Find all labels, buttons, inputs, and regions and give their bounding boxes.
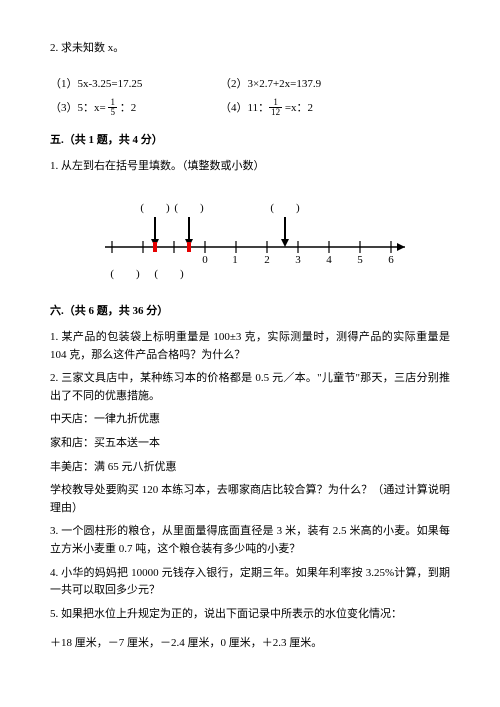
q2-title: 2. 求未知数 x。 [50, 40, 450, 58]
section5-q1: 1. 从左到右在括号里填数。（填整数或小数） [50, 158, 450, 176]
eq3-post: ：2 [117, 102, 136, 114]
section6-q1: 1. 某产品的包装袋上标明重量是 100±3 克，实际测量时，测得产品的实际重量… [50, 329, 450, 364]
svg-text:( ): ( ) [270, 202, 300, 214]
svg-text:4: 4 [326, 254, 332, 266]
section6-q4: 4. 小华的妈妈把 10000 元钱存入银行，定期三年。如果年利率按 3.25%… [50, 565, 450, 600]
eq4-frac: 112 [269, 98, 282, 117]
svg-text:5: 5 [357, 254, 363, 266]
svg-text:( ): ( ) [154, 268, 184, 280]
section6-heading: 六.（共 6 题，共 36 分） [50, 303, 450, 321]
section6-q3: 3. 一个圆柱形的粮仓，从里面量得底面直径是 3 米，装有 2.5 米高的小麦。… [50, 523, 450, 558]
shop3: 丰美店：满 65 元八折优惠 [50, 459, 450, 477]
eq4: （4）11：112 =x：2 [220, 99, 450, 118]
eq-row-2: （3）5：x= 15 ：2 （4）11：112 =x：2 [50, 99, 450, 118]
section5-heading: 五.（共 1 题，共 4 分） [50, 132, 450, 150]
eq4-mid: =x：2 [282, 102, 313, 114]
eq4-pre: （4）11： [220, 102, 269, 114]
numberline-container: 0 1 2 3 4 5 6 ( ) ( ) ( ) ( ) ( ) [50, 189, 450, 289]
eq2: （2）3×2.7+2x=137.9 [220, 76, 450, 94]
svg-text:6: 6 [388, 254, 394, 266]
eq3: （3）5：x= 15 ：2 [50, 99, 220, 118]
eq1: （1）5x-3.25=17.25 [50, 76, 220, 94]
svg-text:2: 2 [264, 254, 270, 266]
section6-q5b: ＋18 厘米，－7 厘米，－2.4 厘米，0 厘米，＋2.3 厘米。 [50, 635, 450, 653]
section6-q2b: 学校教导处要购买 120 本练习本，去哪家商店比较合算？为什么？（通过计算说明理… [50, 482, 450, 517]
svg-text:( ): ( ) [110, 268, 140, 280]
numberline: 0 1 2 3 4 5 6 ( ) ( ) ( ) ( ) ( ) [85, 189, 415, 289]
svg-text:1: 1 [232, 254, 238, 266]
svg-text:0: 0 [202, 254, 208, 266]
svg-text:3: 3 [295, 254, 301, 266]
section6-q5a: 5. 如果把水位上升规定为正的，说出下面记录中所表示的水位变化情况： [50, 606, 450, 624]
section6-q2: 2. 三家文具店中，某种练习本的价格都是 0.5 元／本。"儿童节"那天，三店分… [50, 370, 450, 405]
shop1: 中天店：一律九折优惠 [50, 411, 450, 429]
eq3-frac: 15 [108, 98, 117, 117]
shop2: 家和店：买五本送一本 [50, 435, 450, 453]
svg-text:( ): ( ) [174, 202, 204, 214]
eq4-frac-den: 12 [269, 108, 282, 117]
eq3-frac-den: 5 [108, 108, 117, 117]
eq3-pre: （3）5：x= [50, 102, 108, 114]
eq-row-1: （1）5x-3.25=17.25 （2）3×2.7+2x=137.9 [50, 76, 450, 94]
svg-text:( ): ( ) [140, 202, 170, 214]
